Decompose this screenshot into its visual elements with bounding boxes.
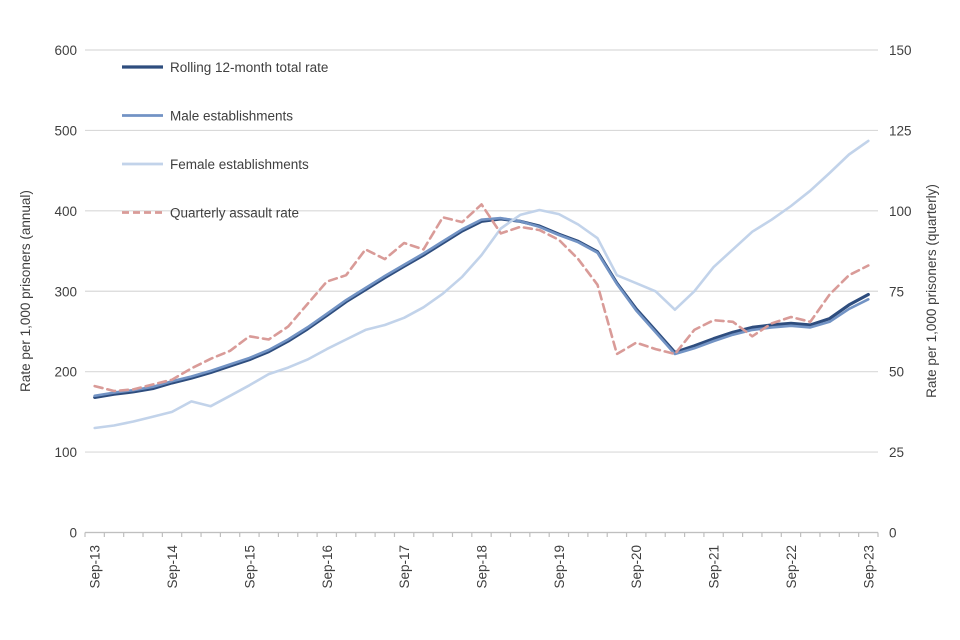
legend-label-2: Male establishments xyxy=(170,109,293,124)
right-axis-tick-label: 50 xyxy=(889,365,904,380)
x-axis-tick-label: Sep-18 xyxy=(475,545,490,589)
x-axis-tick-label: Sep-17 xyxy=(397,545,412,589)
right-axis-tick-label: 0 xyxy=(889,526,897,541)
series-line-rolling-12-month-total-rate xyxy=(93,217,870,399)
left-axis-tick-label: 500 xyxy=(54,123,77,138)
right-axis-tick-label: 125 xyxy=(889,123,912,138)
right-axis-title: Rate per 1,000 prisoners (quarterly) xyxy=(924,184,939,398)
legend-label-3: Female establishments xyxy=(170,157,309,172)
left-axis-tick-label: 400 xyxy=(54,204,77,219)
x-axis-tick-label: Sep-16 xyxy=(320,545,335,589)
left-axis-tick-label: 0 xyxy=(69,526,77,541)
left-axis-tick-label: 200 xyxy=(54,365,77,380)
series-line-quarterly-assault-rate xyxy=(93,203,870,393)
x-axis-tick-label: Sep-22 xyxy=(784,545,799,589)
left-axis-tick-label: 600 xyxy=(54,43,77,58)
legend-label-4: Quarterly assault rate xyxy=(170,206,299,221)
right-axis-tick-label: 75 xyxy=(889,284,904,299)
series-line-male-establishments xyxy=(93,216,870,398)
x-axis-tick-label: Sep-21 xyxy=(707,545,722,589)
left-axis-title: Rate per 1,000 prisoners (annual) xyxy=(18,190,33,392)
x-axis-tick-label: Sep-15 xyxy=(242,545,257,589)
legend-label-1: Rolling 12-month total rate xyxy=(170,60,328,75)
left-axis-tick-label: 300 xyxy=(54,284,77,299)
x-axis-tick-label: Sep-23 xyxy=(861,545,876,589)
right-axis-tick-label: 150 xyxy=(889,43,912,58)
series-line-female-establishments xyxy=(93,139,870,430)
x-axis-tick-label: Sep-20 xyxy=(629,545,644,589)
right-axis-tick-label: 25 xyxy=(889,445,904,460)
x-axis-tick-label: Sep-19 xyxy=(552,545,567,589)
x-axis-tick-label: Sep-14 xyxy=(165,545,180,589)
x-axis-tick-label: Sep-13 xyxy=(88,545,103,589)
left-axis-tick-label: 100 xyxy=(54,445,77,460)
right-axis-tick-label: 100 xyxy=(889,204,912,219)
